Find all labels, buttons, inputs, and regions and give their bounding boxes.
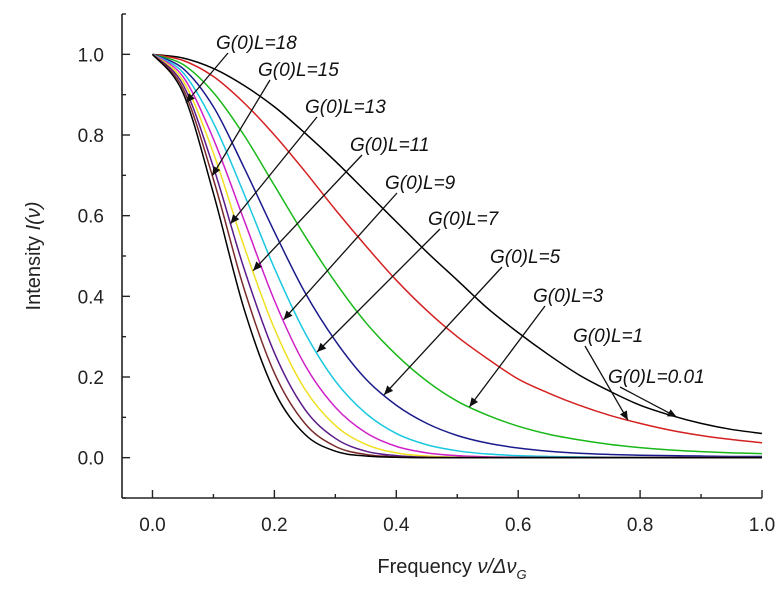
series-label-prefix: G(0)L bbox=[428, 209, 477, 230]
series-label: G(0)L=15 bbox=[258, 60, 339, 81]
annotation-arrow bbox=[211, 79, 271, 177]
series-label-group: G(0)L=5 bbox=[383, 247, 561, 396]
series-label-prefix: G(0)L bbox=[385, 173, 434, 194]
series-label-prefix: G(0)L bbox=[533, 286, 582, 307]
y-axis-title: Intensity I(ν) bbox=[23, 202, 45, 311]
annotation-arrowhead bbox=[384, 385, 394, 395]
annotation-arrowhead bbox=[283, 310, 293, 320]
series-label: G(0)L=9 bbox=[385, 173, 456, 194]
annotation-arrow bbox=[283, 192, 398, 321]
annotation-arrowhead bbox=[469, 397, 479, 407]
series-line-6 bbox=[151, 53, 762, 459]
x-tick-label: 0.0 bbox=[139, 515, 165, 536]
x-tick-label: 0.8 bbox=[627, 515, 653, 536]
curves bbox=[151, 53, 763, 459]
series-label-group: G(0)L=0.01 bbox=[608, 367, 705, 418]
series-line-8 bbox=[151, 53, 762, 459]
series-label: G(0)L=5 bbox=[490, 247, 561, 268]
series-line-9 bbox=[151, 53, 762, 459]
x-axis-title-subscript: G bbox=[516, 567, 526, 582]
annotation-arrow bbox=[229, 116, 318, 225]
series-label-group: G(0)L=9 bbox=[283, 173, 456, 321]
series-label-prefix: G(0)L bbox=[608, 367, 657, 388]
series-label-value: =15 bbox=[307, 60, 340, 81]
series-label-group: G(0)L=15 bbox=[211, 60, 339, 177]
y-tick-label: 0.4 bbox=[78, 287, 105, 308]
annotation-arrowhead bbox=[212, 165, 221, 176]
series-label: G(0)L=3 bbox=[533, 286, 604, 307]
series-line-0 bbox=[152, 53, 763, 435]
annotation-arrowhead bbox=[666, 409, 677, 417]
annotation-arrowhead bbox=[317, 342, 327, 352]
series-label: G(0)L=13 bbox=[305, 97, 386, 118]
y-tick-label: 0.0 bbox=[78, 449, 104, 470]
series-line-2 bbox=[152, 53, 763, 455]
series-label-group: G(0)L=7 bbox=[316, 209, 500, 353]
series-line-3 bbox=[152, 53, 762, 458]
x-tick-label: 0.2 bbox=[261, 515, 287, 536]
annotation-arrow bbox=[584, 345, 629, 421]
x-axis-title: Frequency ν/ΔνG bbox=[377, 556, 526, 582]
series-label-value: =9 bbox=[434, 173, 456, 194]
series-label-value: =13 bbox=[354, 97, 387, 118]
axis-titles: Frequency ν/ΔνG Intensity I(ν) bbox=[23, 202, 527, 582]
y-tick-label: 1.0 bbox=[78, 45, 104, 66]
series-label-value: =7 bbox=[477, 209, 500, 230]
annotation-arrowhead bbox=[253, 261, 263, 271]
series-label: G(0)L=7 bbox=[428, 209, 500, 230]
x-tick-label: 0.4 bbox=[383, 515, 410, 536]
series-label-value: =5 bbox=[539, 247, 561, 268]
annotation-arrowhead bbox=[619, 410, 628, 421]
series-label-prefix: G(0)L bbox=[216, 33, 265, 54]
series-label-prefix: G(0)L bbox=[305, 97, 354, 118]
series-line-1 bbox=[152, 53, 763, 444]
series-label-group: G(0)L=3 bbox=[468, 286, 604, 408]
annotation-arrowhead bbox=[186, 93, 195, 103]
series-label: G(0)L=18 bbox=[216, 33, 297, 54]
series-label-prefix: G(0)L bbox=[258, 60, 307, 81]
series-line-4 bbox=[152, 53, 762, 459]
annotation-arrow bbox=[468, 305, 546, 408]
axes: 0.0 0.2 0.4 0.6 0.8 1.0 0.0 0.2 0.4 0.6 0.8 1.0 bbox=[78, 13, 775, 536]
series-label: G(0)L=0.01 bbox=[608, 367, 705, 388]
annotation-arrow bbox=[252, 154, 363, 272]
series-label-group: G(0)L=1 bbox=[573, 326, 643, 421]
annotation-arrow bbox=[383, 266, 503, 396]
series-label-value: =0.01 bbox=[657, 367, 705, 388]
series-label-value: =18 bbox=[265, 33, 298, 54]
series-label-prefix: G(0)L bbox=[350, 135, 399, 156]
y-axis-title-text: Intensity bbox=[23, 230, 45, 310]
series-label-value: =11 bbox=[399, 135, 430, 156]
y-tick-label: 0.8 bbox=[78, 126, 104, 147]
series-label-prefix: G(0)L bbox=[573, 326, 622, 347]
series-line-7 bbox=[151, 53, 762, 459]
annotation-arrow bbox=[316, 228, 441, 353]
annotations: G(0)L=0.01G(0)L=1G(0)L=3G(0)L=5G(0)L=7G(… bbox=[185, 33, 705, 421]
series-label: G(0)L=11 bbox=[350, 135, 429, 156]
x-tick-label: 1.0 bbox=[749, 515, 775, 536]
y-tick-label: 0.6 bbox=[78, 207, 104, 228]
annotation-arrowhead bbox=[230, 214, 240, 224]
series-label-group: G(0)L=11 bbox=[252, 135, 429, 272]
annotation-arrow bbox=[619, 386, 677, 418]
series-label-prefix: G(0)L bbox=[490, 247, 539, 268]
x-axis-title-symbol: ν/Δν bbox=[477, 556, 516, 578]
x-axis-title-text: Frequency bbox=[377, 556, 477, 578]
y-axis-title-symbol: I(ν) bbox=[23, 202, 45, 231]
series-label-group: G(0)L=13 bbox=[229, 97, 386, 225]
series-label: G(0)L=1 bbox=[573, 326, 643, 347]
annotation-arrow bbox=[185, 52, 229, 104]
series-line-5 bbox=[152, 53, 762, 459]
y-tick-label: 0.2 bbox=[78, 368, 104, 389]
series-label-value: =3 bbox=[582, 286, 604, 307]
series-label-group: G(0)L=18 bbox=[185, 33, 297, 104]
x-tick-label: 0.6 bbox=[505, 515, 531, 536]
series-label-value: =1 bbox=[622, 326, 644, 347]
